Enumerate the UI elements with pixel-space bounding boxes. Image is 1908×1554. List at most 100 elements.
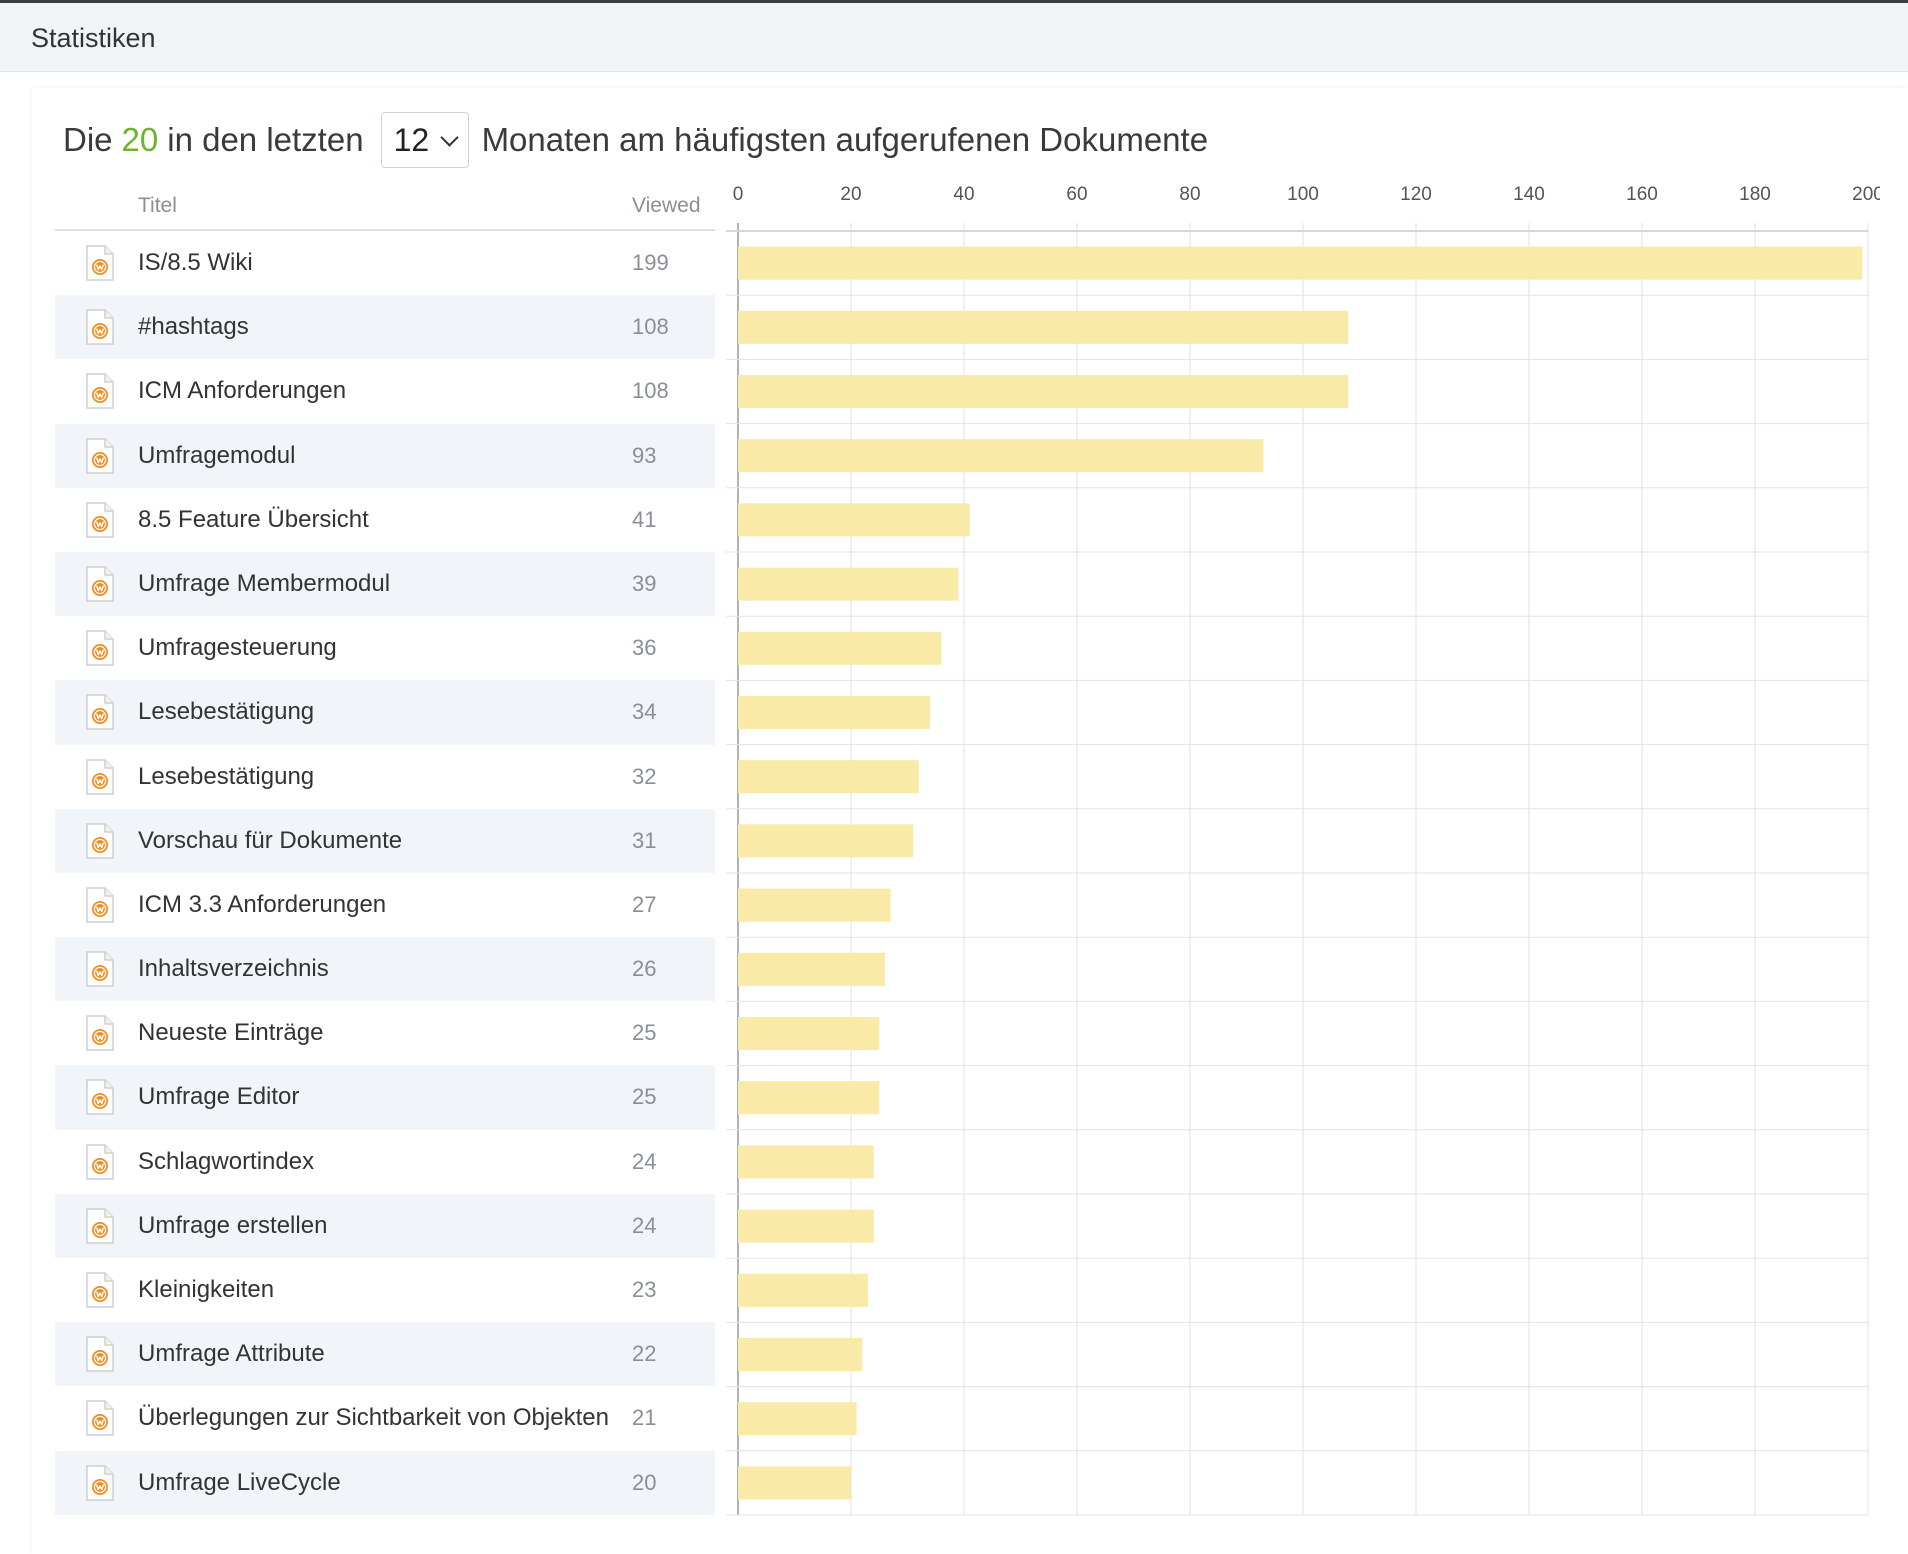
table-row[interactable]: Schlagwortindex 24	[55, 1130, 715, 1194]
months-select-value: 12	[393, 121, 430, 158]
x-tick-label: 20	[840, 184, 861, 205]
wiki-document-icon	[86, 1400, 114, 1437]
heading-prefix: Die	[63, 121, 113, 158]
table-row[interactable]: ICM Anforderungen 108	[55, 359, 715, 423]
wiki-document-icon	[86, 1272, 114, 1308]
wiki-document-icon	[86, 566, 114, 602]
document-title-link[interactable]: Vorschau für Dokumente	[138, 826, 403, 854]
table-row[interactable]: Lesebestätigung 34	[55, 680, 715, 745]
table-row[interactable]: ICM 3.3 Anforderungen 27	[55, 873, 715, 937]
document-title-link[interactable]: #hashtags	[138, 313, 249, 341]
bar	[738, 1273, 868, 1307]
wiki-document-icon	[86, 373, 114, 410]
document-title-link[interactable]: 8.5 Feature Übersicht	[138, 505, 369, 533]
document-title-link[interactable]: Umfrage erstellen	[138, 1211, 328, 1239]
document-title-link[interactable]: Lesebestätigung	[138, 762, 315, 790]
document-view-count: 22	[632, 1341, 657, 1367]
document-title-link[interactable]: Inhaltsverzeichnis	[138, 955, 329, 983]
table-row[interactable]: Umfrage Attribute 22	[55, 1322, 715, 1387]
bar	[738, 567, 959, 601]
document-title-link[interactable]: Umfrage Attribute	[138, 1340, 325, 1368]
document-view-count: 39	[632, 570, 657, 596]
table-row[interactable]: Umfragemodul 93	[55, 423, 715, 488]
document-title-link[interactable]: Lesebestätigung	[138, 698, 315, 726]
table-row[interactable]: 8.5 Feature Übersicht 41	[55, 488, 715, 552]
bar	[738, 888, 891, 922]
document-view-count: 31	[632, 827, 657, 853]
wiki-document-icon	[86, 245, 114, 281]
bar	[738, 310, 1349, 344]
document-title-link[interactable]: Umfragesteuerung	[138, 634, 337, 662]
document-view-count: 26	[632, 956, 657, 982]
bar	[738, 952, 885, 986]
bar	[738, 1402, 857, 1436]
table-row[interactable]: Umfragesteuerung 36	[55, 616, 715, 680]
document-view-count: 93	[632, 442, 657, 468]
wiki-document-icon	[86, 502, 114, 538]
heading-middle: in den letzten	[167, 121, 364, 158]
table-row[interactable]: Neueste Einträge 25	[55, 1001, 715, 1065]
x-tick-label: 40	[953, 184, 974, 205]
document-title-link[interactable]: ICM Anforderungen	[138, 377, 347, 405]
table-row[interactable]: Umfrage Membermodul 39	[55, 551, 715, 617]
document-view-count: 23	[632, 1277, 657, 1302]
table-row[interactable]: #hashtags 108	[55, 295, 715, 360]
table-row[interactable]: Vorschau für Dokumente 31	[55, 808, 715, 873]
table-row[interactable]: Umfrage erstellen 24	[55, 1193, 715, 1258]
document-title-link[interactable]: Neueste Einträge	[138, 1019, 324, 1047]
x-tick-label: 0	[733, 184, 744, 205]
document-view-count: 24	[632, 1148, 657, 1174]
bar	[738, 824, 914, 858]
document-title-link[interactable]: Schlagwortindex	[138, 1147, 315, 1175]
documents-table: Titel Viewed IS/8.5 Wiki 199 #hashtags 108 I…	[55, 176, 715, 1515]
document-view-count: 36	[632, 635, 657, 661]
document-view-count: 108	[632, 378, 669, 404]
document-view-count: 27	[632, 891, 657, 917]
wiki-document-icon	[86, 1208, 114, 1244]
bar	[738, 696, 931, 729]
document-view-count: 24	[632, 1212, 657, 1238]
column-header-title[interactable]: Titel	[138, 194, 177, 217]
bar	[738, 1081, 880, 1115]
document-title-link[interactable]: Überlegungen zur Sichtbarkeit von Objekt…	[138, 1404, 609, 1432]
wiki-document-icon	[86, 1143, 114, 1180]
document-title-link[interactable]: Kleinigkeiten	[138, 1276, 275, 1303]
document-title-link[interactable]: Umfragemodul	[138, 441, 296, 469]
months-select[interactable]: 12	[380, 112, 469, 168]
bar	[738, 439, 1264, 473]
document-title-link[interactable]: Umfrage LiveCycle	[138, 1468, 341, 1496]
table-row[interactable]: Kleinigkeiten 23	[55, 1258, 715, 1322]
wiki-document-icon	[86, 887, 114, 923]
table-row[interactable]: Inhaltsverzeichnis 26	[55, 937, 715, 1002]
table-row[interactable]: Lesebestätigung 32	[55, 745, 715, 809]
bar	[738, 760, 919, 794]
bar	[738, 503, 970, 537]
document-title-link[interactable]: Umfrage Membermodul	[138, 569, 391, 597]
table-row[interactable]: Umfrage Editor 25	[55, 1065, 715, 1130]
document-view-count: 25	[632, 1020, 657, 1046]
table-row[interactable]: IS/8.5 Wiki 199	[55, 231, 715, 295]
document-view-count: 21	[632, 1405, 657, 1431]
document-title-link[interactable]: Umfrage Editor	[138, 1083, 300, 1111]
wiki-document-icon	[86, 951, 114, 987]
column-header-viewed[interactable]: Viewed	[632, 194, 701, 217]
page-title: Statistiken	[31, 23, 156, 53]
bar	[738, 631, 942, 665]
header-bar: Statistiken	[0, 3, 1908, 72]
document-title-link[interactable]: ICM 3.3 Anforderungen	[138, 890, 387, 918]
bar	[738, 375, 1349, 408]
bar	[738, 1017, 880, 1050]
document-view-count: 34	[632, 699, 657, 725]
chevron-down-icon	[439, 127, 459, 147]
table-row[interactable]: Überlegungen zur Sichtbarkeit von Objekt…	[55, 1386, 715, 1450]
bar	[738, 1338, 863, 1371]
views-bar-chart: 0 20 40 60 80 100 120 140 160 180 200	[720, 176, 1880, 1516]
table-header: Titel Viewed	[55, 176, 715, 231]
window-top-border	[0, 0, 1908, 3]
wiki-document-icon	[86, 437, 114, 474]
heading-suffix: Monaten am häufigsten aufgerufenen Dokum…	[481, 121, 1209, 158]
table-row[interactable]: Umfrage LiveCycle 20	[55, 1450, 715, 1515]
document-title-link[interactable]: IS/8.5 Wiki	[138, 249, 253, 276]
bar	[738, 1145, 874, 1179]
chart-svg: 0 20 40 60 80 100 120 140 160 180 200	[726, 184, 1880, 1516]
